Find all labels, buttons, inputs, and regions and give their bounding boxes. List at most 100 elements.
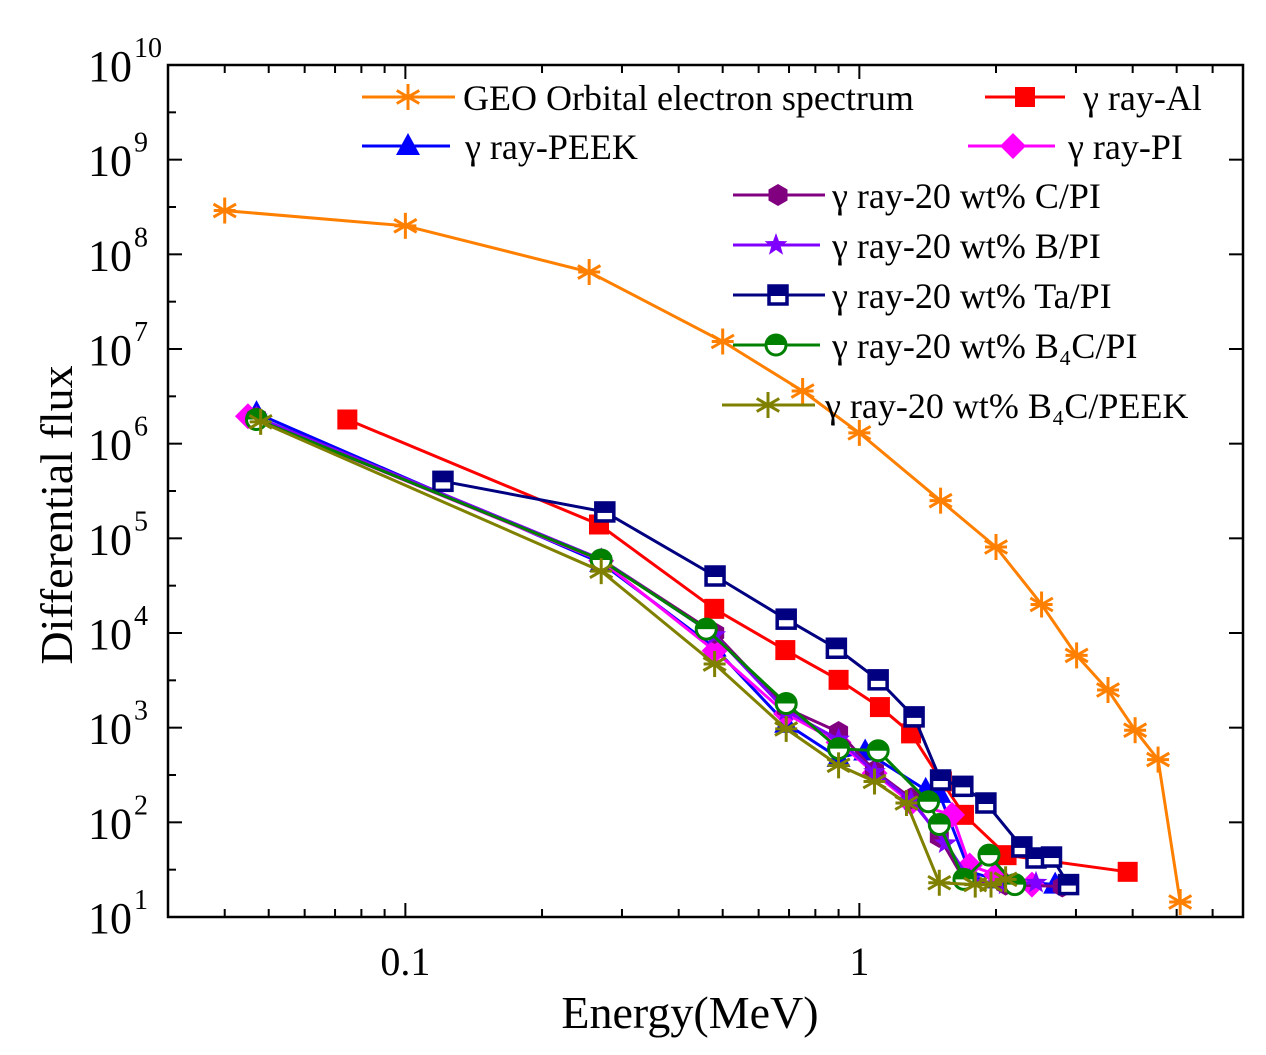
legend-label: γ ray-PI (1067, 127, 1183, 167)
marker-asterisk (1096, 676, 1121, 703)
marker-square (337, 409, 358, 430)
series-0 (212, 197, 1193, 916)
series-line (346, 418, 1128, 874)
marker-square (869, 697, 890, 718)
marker-half-circle-fill (868, 740, 889, 751)
marker-half-square-fill (433, 472, 452, 483)
y-tick-exponent: 7 (134, 317, 148, 348)
marker-triangle (396, 133, 420, 155)
y-tick-exponent: 5 (134, 506, 148, 537)
legend-label: γ ray-20 wt% Ta/PI (831, 276, 1112, 316)
marker-asterisk (395, 84, 421, 110)
y-tick-exponent: 4 (134, 601, 148, 632)
y-tick-label: 10 (88, 137, 132, 186)
series-5 (245, 405, 1048, 895)
marker-asterisk (1146, 746, 1171, 773)
legend-item: γ ray-20 wt% B₄C/PI (733, 326, 1137, 366)
marker-asterisk (1029, 591, 1054, 618)
y-tick-label: 10 (88, 421, 132, 470)
y-tick-label: 10 (88, 42, 132, 91)
y-tick-base: 10 (88, 231, 132, 280)
legend-item: γ ray-20 wt% B₄C/PEEK (722, 386, 1188, 426)
y-tick-exponent: 3 (134, 696, 148, 727)
marker-half-circle-fill (766, 335, 786, 345)
y-axis-label: Differential flux (31, 365, 82, 664)
legend-label: γ ray-PEEK (464, 127, 638, 167)
legend-label: γ ray-20 wt% C/PI (831, 176, 1101, 216)
y-tick-exponent: 2 (134, 790, 148, 821)
marker-asterisk (862, 768, 887, 795)
marker-asterisk (702, 651, 727, 678)
y-tick-label: 10 (88, 231, 132, 280)
series-3 (234, 403, 1045, 898)
series-group (212, 197, 1193, 916)
marker-asterisk (393, 212, 418, 239)
marker-star (764, 233, 788, 255)
legend-item: γ ray-PI (968, 127, 1183, 167)
marker-square (704, 598, 725, 619)
marker-asterisk (847, 419, 872, 446)
y-tick-exponent: 10 (134, 33, 162, 64)
legend-label: γ ray-20 wt% B₄C/PEEK (824, 386, 1188, 426)
x-tick-label: 1 (849, 939, 869, 984)
y-tick-label: 10 (88, 515, 132, 564)
marker-asterisk (826, 752, 851, 779)
y-tick-base: 10 (88, 705, 132, 754)
marker-asterisk (1123, 717, 1148, 744)
series-line (247, 414, 1033, 887)
marker-diamond (1000, 133, 1026, 159)
marker-square (828, 669, 849, 690)
series-line (224, 209, 1182, 903)
marker-half-square-fill (1027, 848, 1046, 859)
series-line (255, 418, 1016, 886)
marker-asterisk (710, 328, 735, 355)
y-tick-label: 10 (88, 894, 132, 943)
y-tick-base: 10 (88, 610, 132, 659)
marker-half-square-fill (827, 639, 846, 650)
marker-half-circle-fill (828, 738, 849, 749)
y-tick-base: 10 (88, 326, 132, 375)
marker-half-square-fill (769, 286, 787, 296)
marker-half-square-fill (953, 777, 972, 788)
marker-half-square-fill (905, 707, 924, 718)
marker-asterisk (790, 378, 815, 405)
marker-half-circle-fill (953, 869, 974, 880)
marker-asterisk (755, 392, 781, 418)
legend-item: γ ray-20 wt% B/PI (733, 226, 1101, 266)
marker-half-circle-fill (776, 693, 797, 704)
y-tick-label: 10 (88, 326, 132, 375)
y-tick-exponent: 6 (134, 412, 148, 443)
y-tick-base: 10 (88, 894, 132, 943)
legend-label: γ ray-20 wt% B/PI (831, 226, 1101, 266)
legend-item: γ ray-Al (985, 78, 1202, 118)
marker-asterisk (577, 259, 602, 286)
legend-item: GEO Orbital electron spectrum (362, 78, 914, 118)
marker-asterisk (248, 408, 273, 435)
series-7 (245, 408, 1027, 897)
y-tick-exponent: 8 (134, 222, 148, 253)
marker-asterisk (983, 533, 1009, 560)
y-tick-base: 10 (88, 421, 132, 470)
marker-half-circle-fill (929, 814, 950, 825)
y-tick-base: 10 (88, 515, 132, 564)
legend-item: γ ray-20 wt% Ta/PI (733, 276, 1112, 316)
x-axis-label: Energy(MeV) (561, 987, 818, 1038)
marker-square (901, 723, 922, 744)
series-6 (432, 470, 1080, 896)
marker-half-square-fill (931, 771, 950, 782)
marker-asterisk (927, 869, 952, 896)
marker-half-square-fill (706, 567, 725, 578)
marker-asterisk (894, 790, 919, 817)
marker-half-circle-fill (918, 791, 939, 802)
marker-asterisk (1168, 889, 1193, 916)
y-tick-base: 10 (88, 42, 132, 91)
y-tick-label: 10 (88, 705, 132, 754)
marker-half-square-fill (595, 502, 614, 513)
legend-label: γ ray-Al (1082, 78, 1202, 118)
y-tick-base: 10 (88, 799, 132, 848)
marker-square (1015, 87, 1035, 107)
marker-half-square-fill (1042, 848, 1061, 859)
marker-asterisk (589, 558, 614, 585)
